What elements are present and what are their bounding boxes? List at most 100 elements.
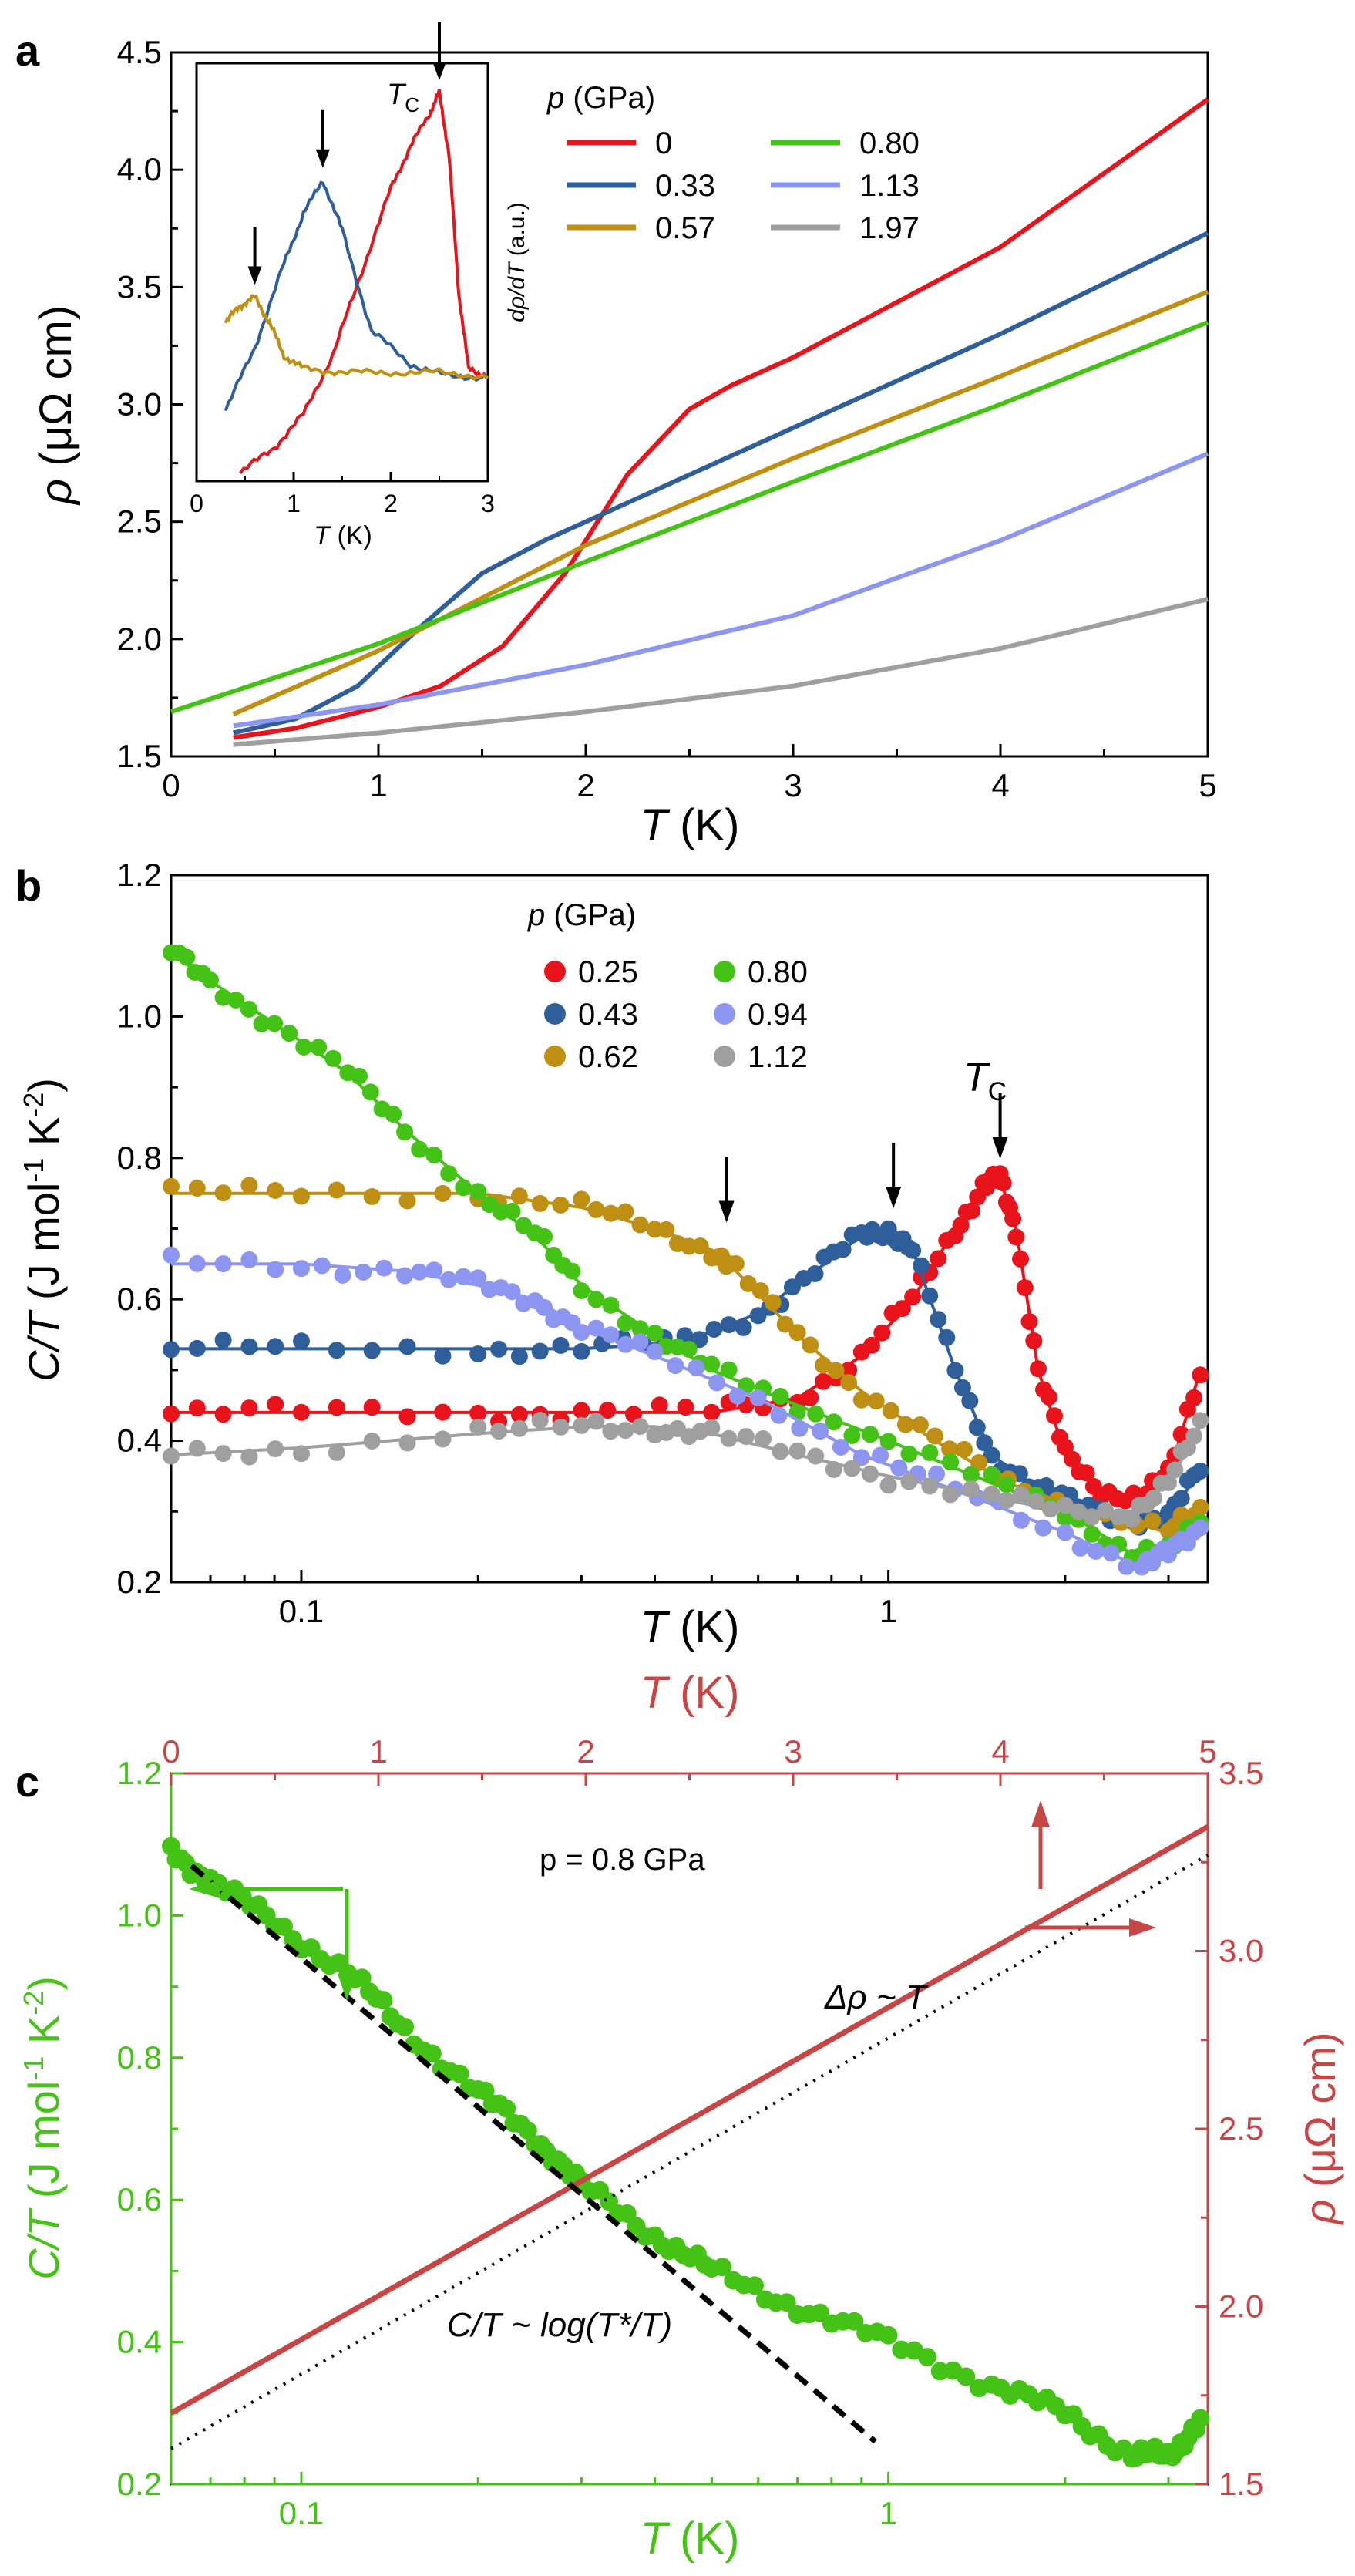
panel-b-point-0.94 [749, 1389, 767, 1407]
panel-b-point-0.80 [983, 1466, 1000, 1483]
panel-b-point-0.43 [1192, 1462, 1209, 1480]
panel-b-point-0.62 [631, 1216, 649, 1234]
panel-b-point-0.80 [587, 1291, 605, 1308]
panel-b-point-0.43 [946, 1362, 964, 1379]
panel-b-point-0.43 [913, 1257, 930, 1275]
panel-b-point-0.94 [503, 1283, 521, 1301]
panel-b-frame [170, 874, 1209, 1584]
panel-a-ytick-label: 4.5 [117, 34, 162, 70]
panel-b-point-1.12 [240, 1448, 258, 1466]
panel-b-point-0.80 [425, 1147, 443, 1164]
panel-b-point-0.94 [1012, 1511, 1030, 1529]
panel-b-point-0.80 [295, 1039, 313, 1056]
panel-c-arrows [189, 1800, 1156, 2001]
panel-b-point-0.80 [825, 1413, 842, 1431]
panel-b-ytick-label: 1.0 [117, 998, 162, 1034]
panel-c-point [374, 1991, 393, 2010]
panel-b-point-0.62 [328, 1181, 345, 1199]
panel-b-xtick-label: 1 [879, 1593, 897, 1629]
panel-c-point [879, 2325, 898, 2345]
panel-b-point-1.12 [398, 1434, 416, 1452]
legend-b-label-0.80: 0.80 [748, 955, 808, 989]
panel-b-point-0.80 [411, 1140, 429, 1158]
panel-b-point-0.62 [363, 1188, 381, 1205]
panel-b-point-0.94 [872, 1446, 889, 1464]
panel-c-log-fit [190, 1864, 877, 2444]
panel-b-point-1.12 [1145, 1489, 1163, 1507]
panel-b-point-1.12 [1070, 1503, 1088, 1520]
panel-b-point-0.80 [720, 1361, 738, 1379]
panel-b-point-0.62 [657, 1221, 675, 1238]
legend-b-marker-0.62 [544, 1046, 566, 1067]
panel-b-point-0.94 [890, 1459, 908, 1477]
panel-b-point-0.80 [440, 1165, 458, 1183]
panel-b-point-0.43 [363, 1342, 381, 1359]
panel-b-point-1.12 [788, 1442, 806, 1460]
panel-b-point-0.94 [536, 1298, 553, 1316]
panel-b-point-1.12 [469, 1418, 487, 1436]
panel-b-point-0.62 [510, 1187, 528, 1205]
panel-b-point-0.25 [1007, 1228, 1025, 1246]
legend-a-label-1.97: 1.97 [859, 211, 920, 245]
panel-b-point-0.94 [1087, 1542, 1105, 1560]
panel-c-right-ytick-label: 2.5 [1219, 2110, 1263, 2147]
panel-b-point-0.25 [930, 1250, 947, 1268]
legend-b-label-0.43: 0.43 [578, 998, 638, 1032]
panel-b-point-0.94 [728, 1387, 746, 1405]
panel-c-right-ytick-label: 3.5 [1219, 1755, 1263, 1791]
panel-b-point-0.94 [688, 1359, 705, 1376]
panel-a-ytick-label: 2.5 [117, 503, 162, 540]
panel-b-point-0.43 [705, 1321, 723, 1338]
panel-c-point [450, 2064, 469, 2083]
panel-b-point-0.80 [240, 1000, 257, 1018]
panel-a-series-0.57 [232, 289, 1209, 716]
panel-b-point-0.43 [976, 1434, 994, 1452]
panel-b-point-0.94 [188, 1254, 206, 1272]
panel-a-ytick-label: 3.5 [117, 268, 162, 305]
panel-b-point-1.12 [602, 1423, 620, 1440]
panel-b-point-0.43 [921, 1287, 939, 1305]
panel-b-point-0.43 [806, 1265, 824, 1282]
panel-b-point-0.43 [938, 1328, 956, 1346]
panel-b-point-1.12 [900, 1473, 918, 1490]
panel-b-legend: p (GPa) 0.25 0.43 0.62 0.80 0.94 1.12 [527, 898, 808, 1074]
panel-b-point-0.43 [983, 1446, 1000, 1464]
panel-b-point-0.80 [324, 1049, 342, 1067]
panel-a-xtick-label: 0 [162, 767, 180, 803]
panel-c-ytick-label: 0.2 [117, 2466, 162, 2502]
panel-b-point-1.12 [879, 1477, 897, 1494]
panel-c-xlabel: T (K) [641, 2514, 740, 2564]
legend-b-label-0.94: 0.94 [748, 998, 808, 1032]
panel-b-point-0.94 [163, 1246, 180, 1264]
panel-b-point-1.12 [737, 1428, 755, 1446]
panel-b-point-0.62 [617, 1203, 634, 1221]
panel-b-point-0.94 [425, 1261, 443, 1279]
legend-b-marker-0.43 [544, 1003, 566, 1025]
panel-b-point-1.12 [267, 1440, 284, 1458]
panel-b-point-1.12 [1027, 1492, 1044, 1510]
panel-b-point-0.43 [953, 1379, 971, 1396]
panel-c-frame [170, 1772, 1209, 2486]
panel-b-point-0.25 [651, 1396, 668, 1414]
panel-c-point [713, 2258, 732, 2277]
panel-b-point-0.62 [163, 1177, 180, 1195]
panel-b-point-0.25 [1192, 1366, 1209, 1384]
panel-b-xlabel: T (K) [641, 1602, 740, 1652]
panel-b-point-0.25 [952, 1217, 970, 1234]
panel-b-point-0.62 [840, 1374, 858, 1392]
panel-b-point-0.25 [434, 1403, 452, 1421]
panel-b-point-0.62 [293, 1187, 310, 1205]
arrow-down-green-head [338, 1974, 356, 2001]
inset-ylabel: dρ/dT (a.u.) [504, 202, 530, 322]
panel-b-point-0.80 [536, 1227, 553, 1245]
panel-b-point-0.94 [355, 1263, 372, 1281]
panel-b-point-0.80 [266, 1015, 284, 1032]
panel-b: b 0.1 1 0.2 0.4 0.6 0.8 1.0 1.2 TC T (K) C/T (J… [15, 857, 1209, 1652]
panel-b-point-0.25 [293, 1403, 310, 1421]
panel-b-point-0.62 [552, 1197, 570, 1214]
inset-xtick-label: 0 [190, 490, 203, 517]
panel-b-point-1.12 [328, 1443, 345, 1461]
panel-b-point-0.25 [363, 1399, 381, 1416]
panel-b-point-0.43 [163, 1341, 180, 1359]
legend-b-marker-0.25 [544, 961, 566, 982]
